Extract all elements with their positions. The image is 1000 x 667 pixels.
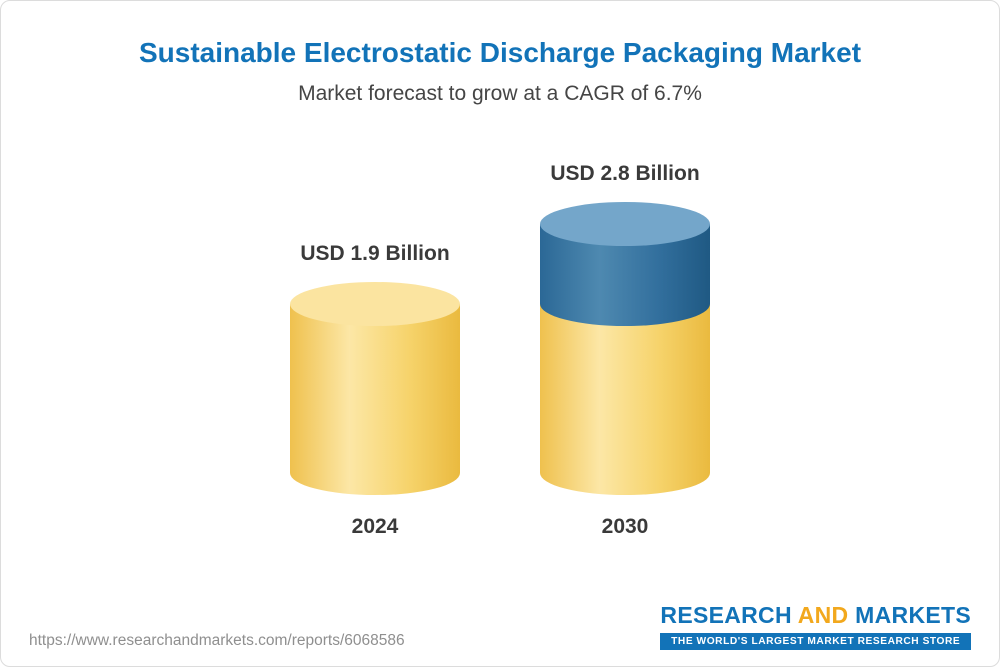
cylinder-top-cap: [540, 202, 710, 246]
category-label-2030: 2030: [601, 515, 649, 539]
cylinder-top-cap: [290, 282, 460, 327]
cylinder-segment-base-market: [540, 304, 710, 474]
logo-word-markets: MARKETS: [855, 602, 971, 628]
cylinder-bottom-cap: [540, 451, 710, 496]
cylinder-2024: [290, 282, 460, 496]
chart-subtitle: Market forecast to grow at a CAGR of 6.7…: [298, 82, 702, 105]
value-label: USD 1.9 Billion: [300, 242, 450, 266]
cylinder-2030: [540, 202, 710, 496]
cylinder-bottom-cap: [290, 451, 460, 496]
chart-title: Sustainable Electrostatic Discharge Pack…: [138, 37, 862, 68]
cylinder-segment-base-market: [290, 304, 460, 474]
category-label-2024: 2024: [351, 515, 399, 539]
bar-column-2024: USD 1.9 Billion 2024: [290, 242, 460, 539]
cylinder-bottom-cap: [540, 282, 710, 327]
cylinder-bar-chart: USD 1.9 Billion 2024 USD 2.8 Billion 2030: [1, 162, 999, 539]
bar-column-2030: USD 2.8 Billion 2030: [540, 162, 710, 539]
logo-word-research: RESEARCH: [660, 602, 792, 628]
report-url[interactable]: https://www.researchandmarkets.com/repor…: [29, 632, 405, 649]
logo-tagline: THE WORLD'S LARGEST MARKET RESEARCH STOR…: [660, 633, 971, 650]
logo-word-and: AND: [797, 602, 849, 628]
value-label: USD 2.8 Billion: [550, 162, 700, 185]
footer: https://www.researchandmarkets.com/repor…: [29, 602, 971, 650]
logo-wordmark: RESEARCH AND MARKETS: [660, 602, 971, 629]
research-and-markets-logo: RESEARCH AND MARKETS THE WORLD'S LARGEST…: [660, 602, 971, 650]
